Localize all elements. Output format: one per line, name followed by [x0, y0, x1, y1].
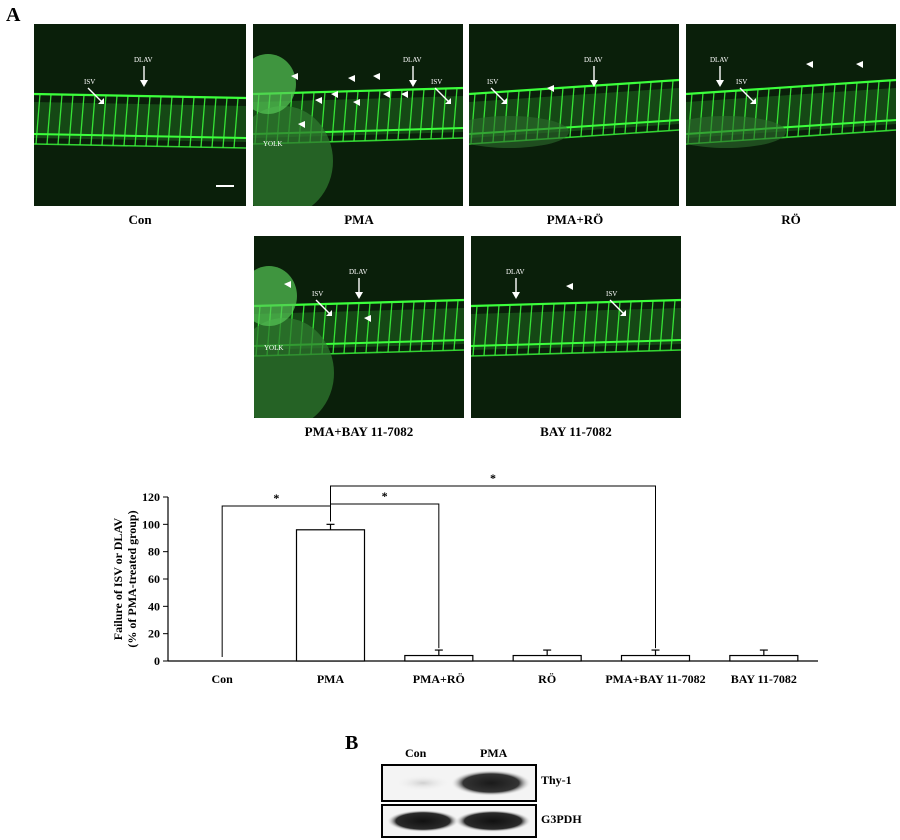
svg-text:YOLK: YOLK — [263, 140, 282, 148]
y-tick-label: 60 — [148, 572, 160, 586]
fish-image-3: DLAV ISV — [469, 24, 679, 206]
image-caption-4: RÖ — [781, 212, 801, 227]
lane-label-pma: PMA — [480, 746, 508, 760]
y-tick-label: 20 — [148, 627, 160, 641]
panel-b-letter: B — [345, 732, 359, 754]
fish-image-1: DLAV ISV — [34, 24, 246, 206]
band-label-thy1: Thy-1 — [541, 773, 572, 787]
thy1-blot — [381, 764, 537, 802]
x-tick-label-5: BAY 11-7082 — [731, 672, 797, 686]
band-label-g3pdh: G3PDH — [541, 812, 582, 826]
significance-label-0: * — [273, 491, 279, 505]
svg-text:ISV: ISV — [312, 290, 323, 298]
x-tick-label-0: Con — [211, 672, 233, 686]
bar-5 — [729, 654, 799, 662]
g3pdh-band-con — [387, 810, 459, 832]
fish-image-4: DLAV ISV — [686, 24, 896, 206]
svg-text:ISV: ISV — [606, 290, 617, 298]
y-tick-label: 40 — [148, 599, 160, 613]
image-caption-5: PMA+BAY 11-7082 — [304, 424, 414, 439]
x-tick-label-3: RÖ — [538, 672, 556, 686]
g3pdh-blot — [381, 804, 537, 838]
image-caption-1: Con — [128, 212, 152, 227]
y-tick-label: 120 — [142, 490, 160, 504]
svg-text:ISV: ISV — [736, 78, 747, 86]
significance-label-1: * — [382, 489, 388, 503]
x-tick-label-1: PMA — [317, 672, 345, 686]
svg-text:DLAV: DLAV — [403, 56, 422, 64]
g3pdh-band-pma — [455, 810, 531, 832]
svg-text:ISV: ISV — [487, 78, 498, 86]
bar-chart: 0 20 40 60 80 100 120 Failure of ISV or DLAV (% … — [111, 471, 818, 686]
significance-label-2: * — [490, 471, 496, 485]
image-caption-3: PMA+RÖ — [546, 212, 604, 227]
thy1-band-con — [395, 775, 451, 791]
y-axis-label-line1: Failure of ISV or DLAV — [111, 517, 125, 640]
x-tick-label-4: PMA+BAY 11-7082 — [605, 672, 705, 686]
fish-image-5: YOLK DLAV ISV — [254, 236, 464, 418]
y-tick-label: 0 — [154, 654, 160, 668]
svg-text:DLAV: DLAV — [710, 56, 729, 64]
bar-2 — [404, 654, 474, 662]
y-tick-label: 80 — [148, 545, 160, 559]
bar-3 — [512, 654, 582, 662]
svg-text:DLAV: DLAV — [349, 268, 368, 276]
x-tick-label-2: PMA+RÖ — [413, 672, 465, 686]
svg-text:DLAV: DLAV — [506, 268, 525, 276]
fish-image-6: DLAV ISV — [471, 236, 681, 418]
bar-4 — [620, 654, 691, 662]
svg-text:ISV: ISV — [431, 78, 442, 86]
fish-image-2: YOLK DLAV ISV — [253, 24, 463, 206]
y-tick-label: 100 — [142, 517, 160, 531]
lane-label-con: Con — [405, 746, 427, 760]
image-caption-6: BAY 11-7082 — [540, 424, 612, 439]
bar-1 — [295, 529, 366, 662]
svg-text:DLAV: DLAV — [584, 56, 603, 64]
image-caption-2: PMA — [344, 212, 374, 227]
svg-text:ISV: ISV — [84, 78, 95, 86]
panel-a-letter: A — [6, 4, 21, 26]
svg-text:DLAV: DLAV — [134, 56, 153, 64]
svg-text:YOLK: YOLK — [264, 344, 283, 352]
significance-bracket-2 — [330, 485, 656, 649]
y-axis-label-line2: (% of PMA-treated group) — [125, 510, 139, 647]
thy1-band-pma — [451, 770, 531, 796]
